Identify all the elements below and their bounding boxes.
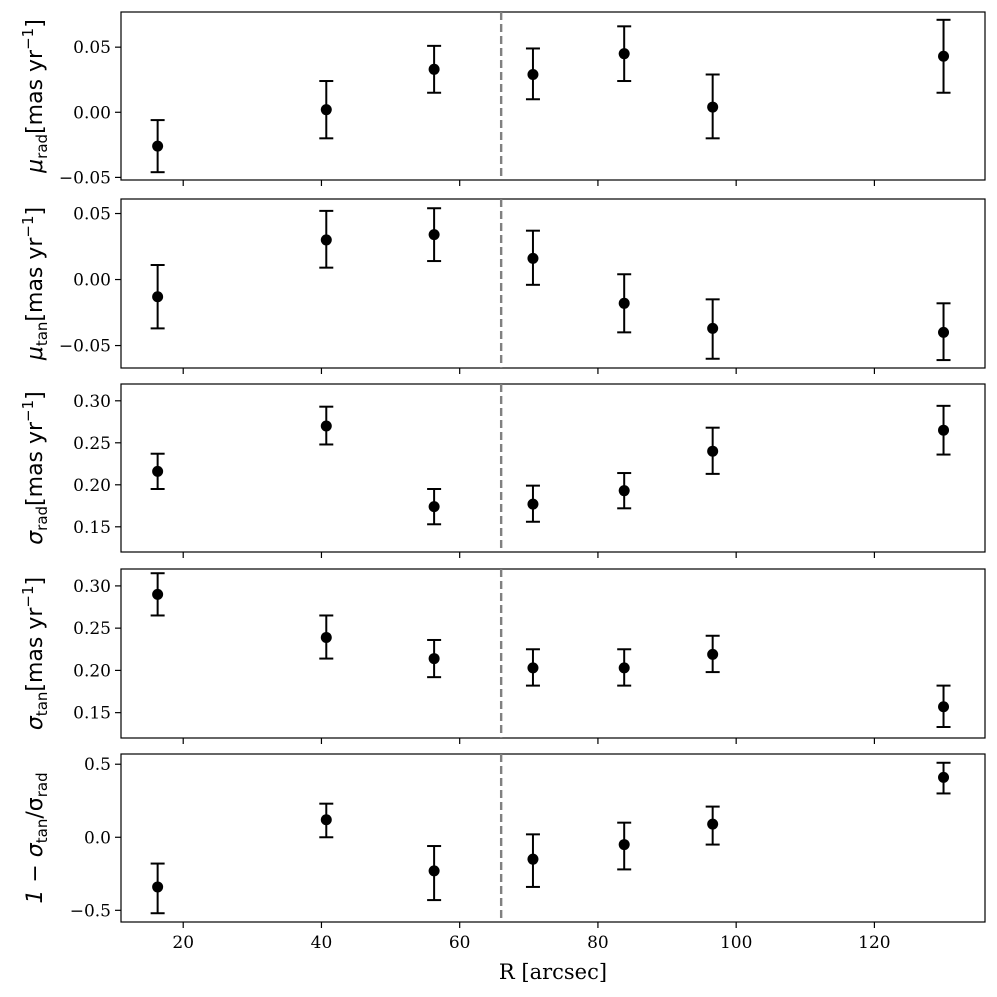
ylabel-unit: /σ (23, 797, 48, 818)
data-point (428, 63, 440, 75)
panel-5: −0.5 0.0 0.5 1 − σtan/σrad 20 40 60 80 100 120 R [… (23, 753, 986, 984)
data-point (320, 234, 332, 246)
data-point (527, 853, 539, 865)
ylabel-symbol: σ (23, 715, 48, 730)
ylabel-unit-subscript: rad (33, 772, 51, 797)
y-tick-label: 0.00 (73, 103, 111, 123)
y-tick-label: −0.05 (59, 168, 111, 188)
x-tick-label: 20 (172, 933, 194, 953)
data-point (152, 291, 164, 303)
data-point (938, 771, 950, 783)
data-point (428, 229, 440, 241)
data-point (707, 818, 719, 830)
data-point (618, 48, 630, 60)
panel-frame (120, 11, 986, 181)
data-point (320, 420, 332, 432)
ylabel-exponent: −1 (19, 28, 37, 50)
data-point (320, 631, 332, 643)
y-tick-label: −0.05 (59, 337, 111, 357)
ylabel-unit: [mas yr (23, 49, 48, 134)
y-tick-label: 0.25 (73, 434, 111, 454)
panel-2: −0.05 0.00 0.05 μtan[mas yr−1] (19, 198, 986, 374)
y-tick-label: −0.5 (70, 901, 111, 921)
y-tick-label: 0.05 (73, 205, 111, 225)
y-tick-label: 0.15 (73, 518, 111, 538)
data-point (320, 104, 332, 116)
data-point (320, 814, 332, 826)
ylabel-close: ] (23, 19, 48, 28)
panel-frame (120, 568, 986, 739)
data-point (618, 839, 630, 851)
data-point (938, 326, 950, 338)
y-tick-label: 0.30 (73, 392, 111, 412)
y-tick-label: 0.20 (73, 661, 111, 681)
ylabel-exponent: −1 (19, 400, 37, 422)
ylabel-subscript: tan (33, 322, 51, 347)
y-tick-label: 0.05 (73, 38, 111, 58)
ylabel-close: ] (23, 207, 48, 216)
ylabel-exponent: −1 (19, 215, 37, 237)
panel-3: 0.15 0.20 0.25 0.30 σrad[mas yr−1] (19, 383, 986, 558)
panel-frame (120, 198, 986, 369)
x-tick-label: 40 (311, 933, 333, 953)
ylabel-close: ] (23, 577, 48, 586)
ylabel-subscript: rad (33, 134, 51, 159)
data-point (707, 322, 719, 334)
y-tick-label: 0.0 (84, 828, 111, 848)
y-tick-label: 0.00 (73, 271, 111, 291)
data-point (152, 881, 164, 893)
y-axis-label: 1 − σtan/σrad (23, 772, 51, 903)
data-point (428, 865, 440, 877)
data-point (707, 101, 719, 113)
ylabel-subscript: tan (33, 819, 51, 844)
data-point (707, 648, 719, 660)
ylabel-symbol: μ (23, 159, 48, 174)
data-point (527, 498, 539, 510)
data-point (618, 485, 630, 497)
x-tick-label: 60 (449, 933, 471, 953)
y-tick-label: 0.25 (73, 619, 111, 639)
x-tick-label: 80 (587, 933, 609, 953)
x-tick-label: 100 (720, 933, 752, 953)
ylabel-close: ] (23, 391, 48, 400)
y-tick-label: 0.30 (73, 577, 111, 597)
data-point (527, 662, 539, 674)
x-tick-label: 120 (858, 933, 890, 953)
y-tick-label: 0.15 (73, 704, 111, 724)
x-axis-label: R [arcsec] (499, 960, 607, 984)
panel-frame (120, 383, 986, 553)
data-point (938, 701, 950, 713)
y-tick-label: 0.5 (84, 755, 111, 775)
y-axis-label: μrad[mas yr−1] (19, 19, 51, 174)
ylabel-subscript: rad (33, 506, 51, 531)
y-tick-label: 0.20 (73, 476, 111, 496)
data-point (938, 424, 950, 436)
ylabel-subscript: tan (33, 692, 51, 717)
data-point (152, 588, 164, 600)
ylabel-unit: [mas yr (23, 421, 48, 506)
data-point (938, 50, 950, 62)
data-point (618, 662, 630, 674)
data-point (527, 69, 539, 81)
ylabel-symbol: 1 − σ (23, 842, 48, 903)
ylabel-symbol: σ (23, 530, 48, 545)
y-axis-label: σrad[mas yr−1] (19, 391, 51, 545)
data-point (527, 252, 539, 264)
data-point (428, 501, 440, 513)
data-point (618, 297, 630, 309)
y-axis-label: σtan[mas yr−1] (19, 577, 51, 730)
ylabel-unit: [mas yr (23, 607, 48, 692)
panel-4: 0.15 0.20 0.25 0.30 σtan[mas yr−1] (19, 568, 986, 744)
ylabel-exponent: −1 (19, 585, 37, 607)
ylabel-unit: [mas yr (23, 237, 48, 322)
ylabel-symbol: μ (23, 346, 48, 361)
data-point (152, 140, 164, 152)
panel-1: −0.05 0.00 0.05 μrad[mas yr−1] (19, 11, 986, 188)
data-point (707, 445, 719, 457)
data-point (428, 653, 440, 665)
y-axis-label: μtan[mas yr−1] (19, 207, 51, 361)
data-point (152, 465, 164, 477)
panel-frame (120, 753, 986, 923)
